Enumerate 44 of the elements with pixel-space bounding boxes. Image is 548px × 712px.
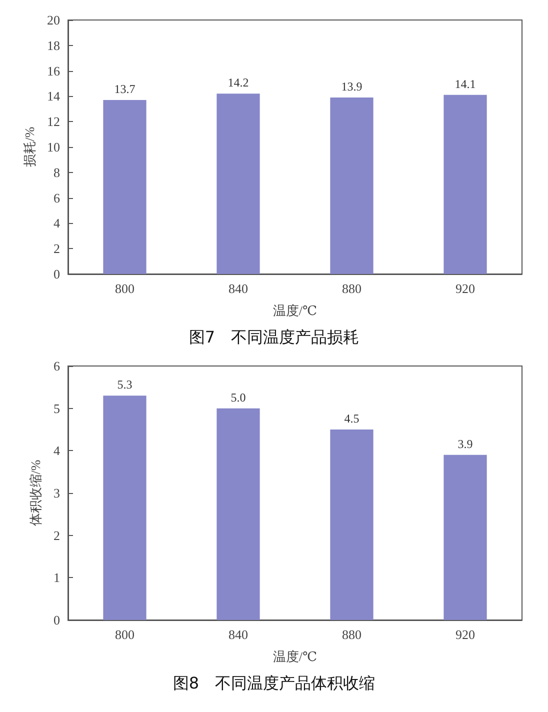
bar <box>444 454 487 620</box>
y-tick-label: 16 <box>47 63 60 78</box>
y-axis-title: 损耗/% <box>22 126 38 168</box>
x-tick-label: 840 <box>228 627 248 642</box>
data-label: 13.9 <box>341 79 362 94</box>
x-tick-label: 800 <box>115 627 134 642</box>
y-tick-label: 3 <box>54 486 60 500</box>
text: 图7 不同温度产品损耗 <box>188 328 360 346</box>
x-tick-label: 880 <box>342 627 362 642</box>
x-tick-label: 800 <box>115 281 134 296</box>
y-tick-label: 18 <box>47 38 60 53</box>
data-label: 13.7 <box>114 82 136 96</box>
data-label: 3.9 <box>458 436 473 451</box>
bar <box>216 408 260 620</box>
y-tick-label: 2 <box>54 241 60 256</box>
y-tick-label: 10 <box>47 140 60 154</box>
y-tick-label: 6 <box>54 358 60 374</box>
data-label: 14.1 <box>454 76 476 91</box>
data-label: 5.0 <box>230 390 246 404</box>
y-tick-label: 0 <box>54 612 60 628</box>
y-tick-label: 1 <box>54 570 60 586</box>
bar <box>330 430 374 620</box>
y-tick-label: 6 <box>54 190 60 206</box>
data-label: 4.5 <box>344 412 360 426</box>
y-tick-label: 8 <box>54 164 60 180</box>
bar <box>103 396 146 620</box>
data-label: 14.2 <box>228 76 249 90</box>
y-tick-label: 5 <box>54 400 60 416</box>
y-tick-label: 0 <box>54 266 60 282</box>
x-tick-label: 920 <box>456 281 475 296</box>
x-axis-title: 温度/℃ <box>272 649 318 664</box>
y-tick-label: 12 <box>47 114 60 130</box>
y-tick-label: 2 <box>54 528 60 543</box>
y-tick-label: 20 <box>47 12 60 28</box>
y-axis-title: 体积收缩/% <box>28 460 43 526</box>
x-axis-title: 温度/℃ <box>272 303 318 318</box>
data-label: 5.3 <box>117 378 132 392</box>
text: 图8 不同温度产品体积收缩 <box>172 674 376 692</box>
x-tick-label: 920 <box>456 627 475 642</box>
x-tick-label: 880 <box>342 281 362 296</box>
y-tick-label: 14 <box>47 88 60 104</box>
x-tick-label: 840 <box>228 281 248 296</box>
y-tick-label: 4 <box>54 443 60 458</box>
y-tick-label: 4 <box>54 216 60 231</box>
